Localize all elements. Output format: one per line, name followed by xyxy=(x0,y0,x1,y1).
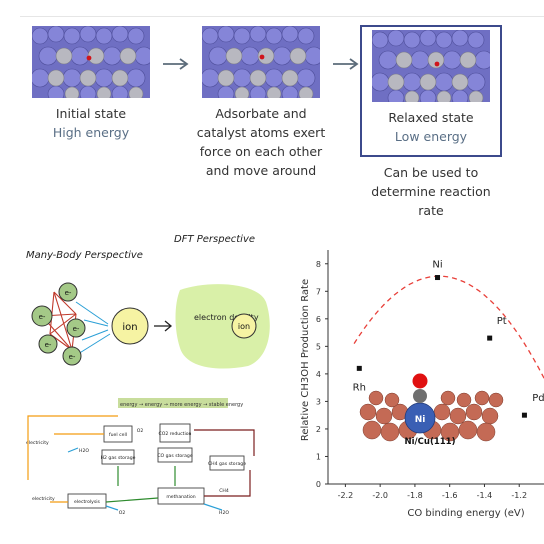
electron-label: e- xyxy=(69,353,76,361)
data-point xyxy=(435,275,441,281)
flow-label: CO gas storage xyxy=(157,453,192,459)
y-tick-label: 0 xyxy=(316,480,321,489)
volcano-plot: 0 1 2 3 4 5 6 7 8 -2.2 -2.0 -1.8 -1.6 -1.4 -1.2 Ni Ni/… xyxy=(300,250,544,519)
y-tick-label: 8 xyxy=(316,260,321,269)
ni-atom-label: Ni xyxy=(415,415,426,425)
flow-label: electricity xyxy=(26,440,49,446)
y-tick-label: 3 xyxy=(316,397,321,406)
top-divider xyxy=(20,16,544,17)
y-tick-label: 1 xyxy=(316,452,321,461)
electron-cluster: e- e- e- e- e- ion xyxy=(31,282,149,366)
data-point xyxy=(356,365,362,371)
y-tick-label: 6 xyxy=(316,315,321,324)
data-point xyxy=(521,412,527,418)
flow-label: fuel cell xyxy=(109,432,127,438)
electron-density-label: electron density xyxy=(194,313,259,322)
flow-label: O2 xyxy=(119,510,126,516)
inset-caption: Ni/Cu(111) xyxy=(405,437,456,447)
ni-cu-surface-inset: Ni Ni/Cu(111) xyxy=(356,368,504,450)
trend-line xyxy=(353,275,544,380)
electron-label: e- xyxy=(39,313,46,321)
flow-banner: energy → energy → more energy → stable e… xyxy=(120,402,243,408)
state-initial: Initial state High energy xyxy=(20,26,162,142)
y-tick-label: 4 xyxy=(316,370,321,379)
state-relaxed-subtitle: Low energy xyxy=(394,129,468,144)
state-relaxed: Relaxed state Low energy xyxy=(360,25,502,157)
y-tick-label: 7 xyxy=(316,287,321,296)
x-tick-label: -2.0 xyxy=(372,491,388,500)
point-label: Pd xyxy=(532,393,544,404)
point-label: Ni xyxy=(432,260,442,271)
ion-label: ion xyxy=(122,322,137,333)
x-tick-label: -1.8 xyxy=(407,491,423,500)
x-tick-label: -1.4 xyxy=(477,491,493,500)
dft-title: DFT Perspective xyxy=(174,234,255,245)
x-tick-label: -2.2 xyxy=(338,491,354,500)
arrow-right-icon xyxy=(154,320,173,332)
state-initial-title: Initial state xyxy=(55,106,127,121)
slab-image-transition xyxy=(202,26,320,98)
oxygen-atom xyxy=(412,373,428,389)
y-axis-label: Relative CH3OH Production Rate xyxy=(300,279,311,441)
flow-label: O2 xyxy=(137,428,144,434)
data-points: Rh Ni Pt Pd xyxy=(353,260,544,418)
chart-axes: 0 1 2 3 4 5 6 7 8 -2.2 -2.0 -1.8 -1.6 -1.4 -1.2 xyxy=(316,250,544,500)
trend-curve xyxy=(353,275,544,380)
state-transition-caption: Adsorbate and catalyst atoms exert force… xyxy=(196,106,326,178)
flow-label: H2O xyxy=(219,510,229,516)
reaction-rate-note: Can be used to determine reaction rate xyxy=(371,165,491,218)
electron-label: e- xyxy=(45,341,52,349)
y-tick-label: 2 xyxy=(316,425,321,434)
flow-label: CH4 xyxy=(219,488,229,494)
slab-image-initial xyxy=(32,26,150,98)
x-tick-label: -1.2 xyxy=(511,491,527,500)
point-label: Pt xyxy=(497,316,507,327)
flow-label: CH4 gas storage xyxy=(208,461,246,467)
hand-drawn-sketch: Many-Body Perspective DFT Perspective e-… xyxy=(26,234,270,516)
electron-density-blob xyxy=(175,284,270,369)
flow-label: H2 gas storage xyxy=(101,455,136,461)
electron-label: e- xyxy=(65,289,72,297)
flow-label: electricity xyxy=(32,496,55,502)
energy-flow-diagram: energy → energy → more energy → stable e… xyxy=(26,398,255,516)
data-point xyxy=(487,335,493,341)
state-initial-caption: Initial state High energy xyxy=(20,104,162,142)
flow-label: methanation xyxy=(166,494,195,500)
x-tick-label: -1.6 xyxy=(442,491,458,500)
y-tick-label: 5 xyxy=(316,342,321,351)
many-body-title: Many-Body Perspective xyxy=(26,250,143,261)
flow-label: H2O xyxy=(79,448,89,454)
arrow-right-icon xyxy=(163,58,189,70)
x-axis-label: CO binding energy (eV) xyxy=(407,508,524,519)
point-label: Rh xyxy=(353,382,366,393)
state-relaxed-caption: Relaxed state Low energy xyxy=(362,108,500,146)
state-transition: Adsorbate and catalyst atoms exert force… xyxy=(190,26,332,180)
state-initial-subtitle: High energy xyxy=(52,125,130,140)
carbon-atom xyxy=(413,389,427,403)
ion-label: ion xyxy=(238,322,250,331)
flow-label: electrolysis xyxy=(74,499,101,505)
slab-image-relaxed xyxy=(372,30,490,102)
electron-label: e- xyxy=(73,325,80,333)
state-relaxed-title: Relaxed state xyxy=(388,110,474,125)
flow-label: CO2 reduction xyxy=(159,431,192,437)
arrow-right-icon xyxy=(333,58,359,70)
